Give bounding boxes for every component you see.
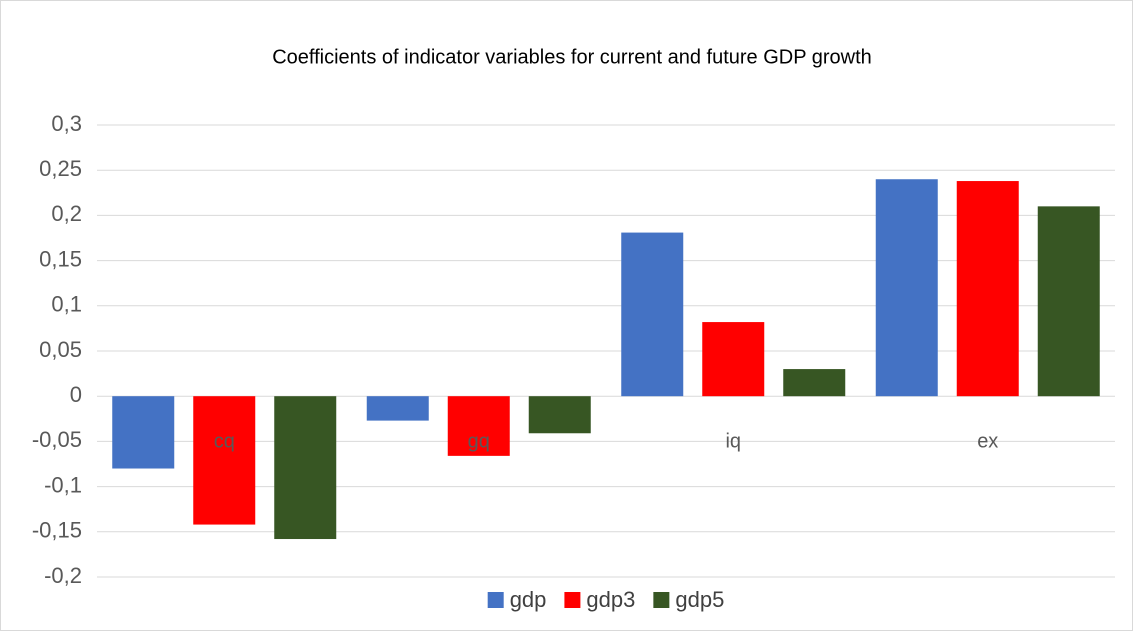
x-tick-label: cq	[214, 430, 235, 452]
bar	[956, 181, 1019, 397]
bar	[702, 322, 765, 397]
y-tick-label: 0	[70, 382, 82, 407]
bar	[875, 179, 938, 397]
y-tick-label: 0,25	[39, 156, 82, 181]
bar	[193, 396, 256, 525]
legend-swatch	[487, 592, 504, 608]
y-tick-label: 0,05	[39, 337, 82, 362]
y-tick-label: -0,15	[32, 518, 82, 543]
x-tick-label: ex	[977, 430, 998, 452]
chart-title: Coefficients of indicator variables for …	[272, 46, 872, 68]
y-tick-label: -0,1	[44, 472, 82, 497]
legend-label: gdp	[510, 587, 547, 612]
y-tick-label: 0,3	[51, 111, 82, 136]
y-tick-label: 0,15	[39, 246, 82, 271]
bar	[783, 369, 846, 397]
bar	[447, 396, 510, 456]
bar	[366, 396, 429, 421]
y-tick-label: 0,1	[51, 292, 82, 317]
bar	[274, 396, 337, 540]
x-tick-label: iq	[725, 430, 741, 452]
y-tick-label: 0,2	[51, 201, 82, 226]
bar	[621, 232, 684, 397]
legend-label: gdp5	[675, 587, 724, 612]
x-tick-label: gq	[468, 430, 490, 452]
y-tick-label: -0,05	[32, 427, 82, 452]
bar	[528, 396, 591, 434]
bar	[1037, 206, 1100, 397]
legend-label: gdp3	[586, 587, 635, 612]
legend-swatch	[653, 592, 670, 608]
bar	[112, 396, 175, 469]
y-tick-label: -0,2	[44, 563, 82, 588]
legend-swatch	[564, 592, 581, 608]
